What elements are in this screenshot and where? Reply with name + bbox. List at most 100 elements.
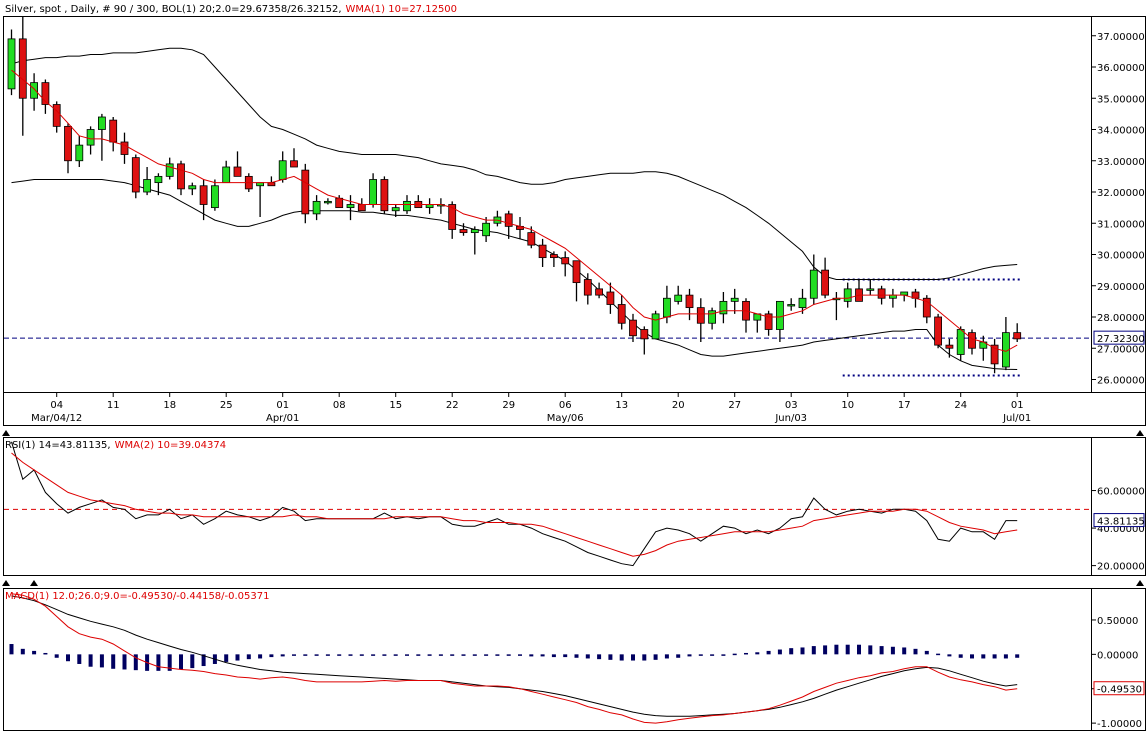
pane-splitter-right-2[interactable]	[1136, 580, 1144, 586]
macd-histogram-bar	[563, 654, 568, 658]
macd-histogram-bar	[913, 648, 918, 655]
candle	[504, 210, 513, 239]
candle-body	[583, 279, 592, 296]
macd-histogram-bar	[789, 648, 794, 655]
candle-body	[640, 329, 649, 340]
candle-body	[956, 329, 965, 355]
candle-body	[504, 213, 513, 227]
pane-splitter-left-1[interactable]	[2, 430, 10, 436]
macd-histogram-bar	[698, 654, 703, 656]
candle	[538, 238, 547, 267]
candle-body	[391, 207, 400, 212]
rsi-axis-tick-label: 20.00000	[1097, 562, 1145, 573]
price-axis-tick-label: 27.00000	[1097, 344, 1145, 355]
candle	[651, 310, 660, 340]
candle-body	[448, 204, 457, 230]
candle	[708, 307, 716, 330]
macd-histogram-bar	[405, 654, 409, 656]
candle-body	[199, 185, 208, 205]
macd-histogram-bar	[642, 654, 647, 661]
date-tick-label: 27	[728, 400, 741, 411]
candle-body	[730, 297, 739, 302]
candle-body	[764, 313, 773, 330]
candle	[120, 132, 129, 164]
candle-body	[52, 104, 61, 127]
candle	[572, 260, 581, 302]
rsi-header-wma: WMA(2) 10=39.04374	[115, 440, 227, 451]
macd-histogram-bar	[450, 654, 455, 656]
pane-splitter-left-2[interactable]	[2, 580, 38, 586]
macd-histogram-bar	[506, 654, 511, 656]
macd-histogram-bar	[495, 654, 500, 656]
candle-body	[75, 144, 84, 162]
candle-body	[561, 257, 570, 265]
rsi-current-label-box	[1093, 513, 1145, 528]
date-tick-label: 29	[502, 400, 515, 411]
macd-histogram-bar	[744, 652, 748, 655]
candle-body	[809, 269, 818, 299]
macd-histogram-bar	[269, 654, 274, 658]
candle	[606, 282, 615, 314]
candle-body	[606, 291, 615, 305]
macd-histogram-bar	[484, 654, 489, 656]
date-tick-label: 01	[276, 400, 289, 411]
macd-axis-panel	[1091, 588, 1146, 731]
candle-body	[674, 294, 683, 302]
candle-body	[776, 300, 784, 330]
candle-body	[177, 163, 185, 190]
candle	[470, 226, 479, 255]
price-axis-tick-label: 35.00000	[1097, 94, 1145, 105]
macd-current-label: -0.49530	[1097, 685, 1142, 696]
macd-histogram-bar	[190, 654, 195, 669]
macd-histogram-bar	[167, 654, 172, 671]
candle-body	[663, 297, 671, 318]
macd-histogram-bar	[246, 654, 251, 660]
pane-splitter-right-1[interactable]	[1136, 430, 1144, 436]
macd-histogram-bar	[992, 654, 997, 659]
bollinger-upper-line	[11, 47, 1018, 280]
macd-histogram-bar	[721, 654, 726, 656]
candle-body	[470, 229, 479, 234]
macd-histogram-bar	[551, 654, 556, 658]
candle	[696, 298, 705, 342]
rsi-axis-panel	[1091, 437, 1146, 576]
macd-histogram-bar	[472, 654, 477, 656]
candle	[177, 160, 185, 196]
candle	[30, 73, 39, 111]
rsi-wma-line	[11, 452, 1018, 557]
macd-histogram-bar	[235, 654, 240, 661]
candle	[41, 79, 50, 114]
macd-histogram-bar	[393, 654, 398, 656]
candle-body	[7, 38, 16, 90]
candle	[52, 101, 61, 133]
candle	[98, 113, 106, 161]
candle-body	[312, 200, 321, 215]
candle-body	[357, 204, 366, 212]
candle	[843, 282, 852, 308]
price-header: Silver, spot , Daily, # 90 / 300, BOL(1)…	[5, 4, 457, 15]
candle	[550, 251, 558, 267]
candle-body	[968, 332, 976, 349]
price-axis-tick-label: 29.00000	[1097, 282, 1145, 293]
candle	[617, 295, 626, 330]
macd-histogram-bar	[981, 654, 986, 659]
date-tick-label: 25	[220, 400, 233, 411]
candle-body	[482, 222, 491, 237]
candle	[719, 292, 728, 324]
candle-body	[403, 200, 411, 212]
candle-body	[64, 125, 72, 162]
date-tick-label: 15	[389, 400, 402, 411]
macd-histogram-bar	[303, 654, 308, 656]
rsi-pane	[3, 437, 1092, 576]
candle-body	[98, 116, 106, 130]
candle-body	[708, 310, 716, 324]
macd-histogram-bar	[416, 654, 421, 656]
candle	[776, 300, 784, 342]
candle	[934, 313, 942, 349]
price-axis-tick-label: 26.00000	[1097, 376, 1145, 387]
macd-histogram-bar	[755, 652, 760, 655]
candle	[75, 135, 84, 167]
candle	[131, 154, 140, 199]
candle	[764, 310, 773, 336]
